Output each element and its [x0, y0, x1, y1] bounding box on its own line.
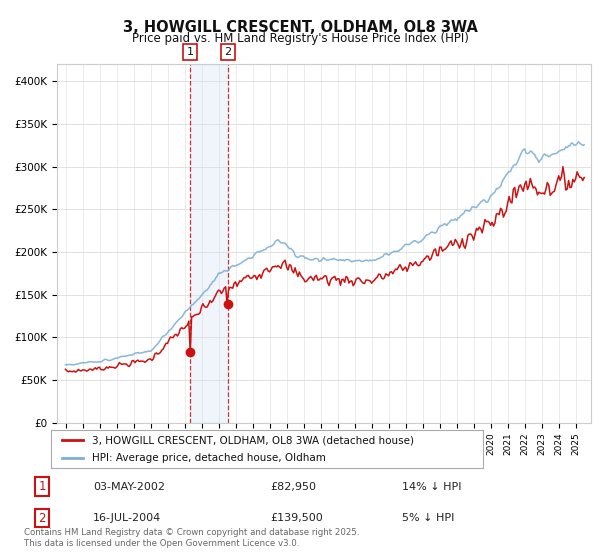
Text: Price paid vs. HM Land Registry's House Price Index (HPI): Price paid vs. HM Land Registry's House … [131, 32, 469, 45]
Text: 16-JUL-2004: 16-JUL-2004 [93, 513, 161, 523]
Text: £82,950: £82,950 [270, 482, 316, 492]
Bar [190, 64, 228, 423]
Text: 3, HOWGILL CRESCENT, OLDHAM, OL8 3WA (detached house): 3, HOWGILL CRESCENT, OLDHAM, OL8 3WA (de… [92, 435, 414, 445]
Text: 14% ↓ HPI: 14% ↓ HPI [402, 482, 461, 492]
Text: 5% ↓ HPI: 5% ↓ HPI [402, 513, 454, 523]
Text: 2: 2 [224, 47, 232, 57]
Text: £139,500: £139,500 [270, 513, 323, 523]
Text: Contains HM Land Registry data © Crown copyright and database right 2025.
This d: Contains HM Land Registry data © Crown c… [24, 528, 359, 548]
Text: 03-MAY-2002: 03-MAY-2002 [93, 482, 165, 492]
Text: 1: 1 [38, 480, 46, 493]
Text: 1: 1 [187, 47, 194, 57]
Text: 2: 2 [38, 511, 46, 525]
Text: 3, HOWGILL CRESCENT, OLDHAM, OL8 3WA: 3, HOWGILL CRESCENT, OLDHAM, OL8 3WA [122, 20, 478, 35]
Text: HPI: Average price, detached house, Oldham: HPI: Average price, detached house, Oldh… [92, 453, 326, 463]
